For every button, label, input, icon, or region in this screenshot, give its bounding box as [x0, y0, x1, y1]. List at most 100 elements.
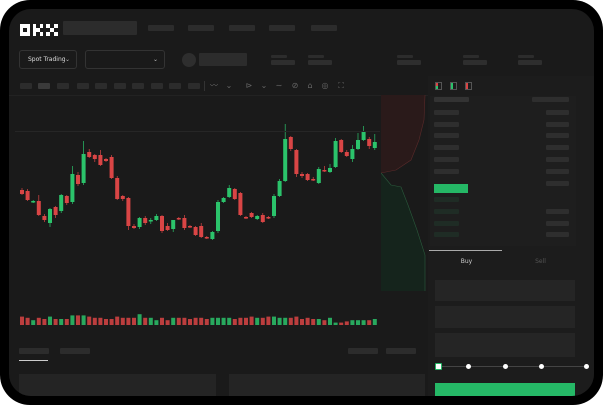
candle-body[interactable]	[132, 226, 136, 228]
candle-body[interactable]	[232, 189, 237, 199]
candle-body[interactable]	[137, 218, 142, 227]
candle-body[interactable]	[53, 207, 58, 215]
candle-body[interactable]	[48, 209, 52, 223]
orderbook-view-both-icon[interactable]	[435, 82, 442, 90]
candle-body[interactable]	[81, 154, 86, 183]
candle-body[interactable]	[59, 195, 64, 211]
candle-body[interactable]	[356, 140, 360, 149]
timeframe-button[interactable]	[188, 83, 200, 89]
candle-body[interactable]	[120, 196, 125, 199]
orderbook-price[interactable]	[434, 209, 459, 214]
candle-body[interactable]	[25, 191, 30, 200]
filter-button[interactable]	[348, 348, 378, 354]
candle-body[interactable]	[20, 190, 24, 194]
line-icon[interactable]: ∼	[275, 81, 283, 90]
orderbook-price[interactable]	[434, 110, 459, 115]
candle-body[interactable]	[249, 213, 254, 217]
candle-body[interactable]	[193, 227, 198, 235]
candle-body[interactable]	[367, 139, 372, 146]
candle-body[interactable]	[154, 216, 159, 220]
timeframe-button[interactable]	[77, 83, 89, 89]
slider-step[interactable]	[466, 364, 471, 369]
candle-body[interactable]	[272, 196, 276, 216]
tab-history[interactable]	[60, 348, 90, 354]
search-bar[interactable]	[63, 21, 137, 35]
candle-body[interactable]	[165, 226, 170, 230]
orderbook-price[interactable]	[434, 97, 469, 102]
orderbook-price[interactable]	[434, 157, 459, 162]
candle-body[interactable]	[115, 178, 120, 199]
orderbook-price[interactable]	[434, 145, 459, 150]
buy-button[interactable]	[435, 383, 575, 396]
candle-body[interactable]	[288, 137, 293, 149]
candle-body[interactable]	[36, 201, 41, 215]
candle-body[interactable]	[210, 232, 215, 239]
orderbook-price[interactable]	[434, 197, 459, 202]
okx-logo[interactable]	[20, 21, 58, 36]
slider-step[interactable]	[503, 364, 508, 369]
candle-body[interactable]	[238, 193, 243, 215]
nav-item[interactable]	[229, 25, 255, 31]
amount-input[interactable]	[435, 306, 575, 328]
candle-body[interactable]	[160, 216, 164, 231]
candle-body[interactable]	[244, 217, 248, 219]
depth-chart[interactable]	[381, 95, 426, 291]
market-type-dropdown[interactable]: Spot Trading ⌄	[19, 50, 77, 69]
indicator-icon[interactable]: 〰	[210, 81, 218, 90]
chevron-down-icon[interactable]: ⌄	[260, 81, 268, 90]
candle-body[interactable]	[339, 140, 344, 152]
price-input[interactable]	[435, 280, 575, 301]
chevron-down-icon[interactable]: ⌄	[225, 81, 233, 90]
candle-body[interactable]	[344, 152, 349, 156]
candle-body[interactable]	[328, 168, 332, 172]
slider-handle[interactable]	[435, 363, 442, 370]
nav-item[interactable]	[269, 25, 295, 31]
candle-body[interactable]	[311, 179, 316, 181]
camera-icon[interactable]: ⌂	[307, 81, 313, 90]
candle-body[interactable]	[221, 198, 226, 202]
candle-body[interactable]	[204, 237, 209, 239]
candle-body[interactable]	[176, 218, 181, 220]
ruler-icon[interactable]: ⊘	[291, 81, 299, 90]
candle-body[interactable]	[216, 202, 220, 231]
slider-step[interactable]	[584, 364, 589, 369]
timeframe-button[interactable]	[57, 83, 69, 89]
orderbook-price[interactable]	[434, 221, 459, 226]
timeframe-button[interactable]	[95, 83, 107, 89]
candle-body[interactable]	[64, 196, 69, 203]
candle-body[interactable]	[126, 198, 131, 226]
tab-buy[interactable]: Buy	[460, 258, 473, 265]
timeframe-button[interactable]	[169, 83, 181, 89]
candle-body[interactable]	[143, 218, 148, 223]
candle-body[interactable]	[87, 152, 92, 157]
timeframe-button[interactable]	[151, 83, 163, 89]
timeframe-button[interactable]	[132, 83, 144, 89]
candle-body[interactable]	[199, 226, 204, 237]
candlestick-chart[interactable]	[15, 95, 380, 335]
orderbook-view-bids-icon[interactable]	[450, 82, 457, 90]
candle-body[interactable]	[42, 216, 47, 220]
candle-body[interactable]	[260, 215, 265, 222]
candle-body[interactable]	[322, 170, 327, 172]
total-input[interactable]	[435, 333, 575, 357]
candle-body[interactable]	[109, 157, 114, 178]
orderbook-price[interactable]	[434, 169, 459, 174]
candle-body[interactable]	[350, 149, 355, 159]
candle-body[interactable]	[372, 142, 377, 148]
candle-body[interactable]	[305, 174, 310, 180]
best-bid-highlight[interactable]	[434, 184, 468, 193]
candle-body[interactable]	[294, 150, 299, 174]
timeframe-button[interactable]	[114, 83, 126, 89]
settings-icon[interactable]: ◎	[321, 81, 329, 90]
tab-sell[interactable]: Sell	[535, 258, 546, 265]
candle-body[interactable]	[76, 175, 80, 184]
draw-tool-icon[interactable]: ⊳	[245, 81, 253, 90]
timeframe-button[interactable]	[38, 83, 50, 89]
nav-item[interactable]	[188, 25, 214, 31]
timeframe-button[interactable]	[20, 83, 32, 89]
candle-body[interactable]	[316, 169, 321, 183]
candle-body[interactable]	[31, 201, 36, 203]
nav-item[interactable]	[148, 25, 174, 31]
candle-body[interactable]	[70, 174, 75, 202]
candle-body[interactable]	[255, 216, 260, 219]
